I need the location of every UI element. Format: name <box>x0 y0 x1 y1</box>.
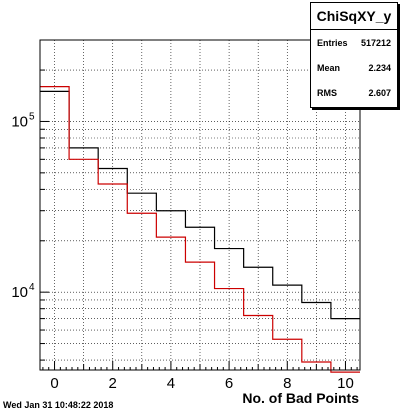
y-tick-exponent: 4 <box>29 282 35 293</box>
histogram-bin <box>127 192 156 194</box>
histogram-series-1 <box>40 90 360 320</box>
histogram-bin <box>40 86 69 88</box>
histogram-bin <box>69 147 98 149</box>
histogram-bin <box>156 236 185 238</box>
histogram-bin <box>69 158 98 160</box>
x-tick-label: 10 <box>337 375 354 392</box>
stats-row-rms: RMS 2.607 <box>311 80 397 105</box>
y-tick-exponent: 5 <box>29 111 35 122</box>
histogram-bin <box>302 361 331 363</box>
histogram-bin <box>215 248 244 250</box>
stats-box: ChiSqXY_y Entries 517212 Mean 2.234 RMS … <box>310 2 398 108</box>
x-tick-label: 2 <box>109 375 117 392</box>
stats-row-entries: Entries 517212 <box>311 30 397 55</box>
histogram-series-2 <box>40 86 360 373</box>
histogram-bin <box>185 226 214 228</box>
y-tick-label: 10 <box>11 113 28 130</box>
stats-rms-label: RMS <box>317 87 337 98</box>
histogram-bin <box>331 318 360 320</box>
histogram-bin <box>40 90 69 92</box>
stats-row-mean: Mean 2.234 <box>311 55 397 80</box>
histogram-bin <box>273 284 302 286</box>
stats-entries-label: Entries <box>317 37 348 48</box>
histogram-bin <box>273 338 302 340</box>
x-tick-label: 6 <box>225 375 233 392</box>
histogram-bin <box>244 314 273 316</box>
histogram-bin <box>185 261 214 263</box>
histogram-bin <box>127 212 156 214</box>
stats-entries-value: 517212 <box>360 37 391 48</box>
histogram-bin <box>215 288 244 290</box>
x-tick-label: 8 <box>283 375 291 392</box>
x-tick-label: 4 <box>167 375 175 392</box>
histogram-bin <box>244 266 273 268</box>
y-tick-label: 10 <box>11 284 28 301</box>
timestamp: Wed Jan 31 10:48:22 2018 <box>3 400 114 410</box>
x-axis-label: No. of Bad Points <box>242 390 359 406</box>
histogram-bin <box>156 210 185 212</box>
histogram-bin <box>302 301 331 303</box>
histogram-bin <box>98 183 127 185</box>
histogram-bin <box>98 168 127 170</box>
stats-mean-value: 2.234 <box>368 62 391 73</box>
x-tick-label: 0 <box>50 375 58 392</box>
histogram-bin <box>331 371 360 373</box>
stats-title: ChiSqXY_y <box>311 3 397 30</box>
stats-mean-label: Mean <box>317 62 341 73</box>
stats-rms-value: 2.607 <box>368 87 391 98</box>
